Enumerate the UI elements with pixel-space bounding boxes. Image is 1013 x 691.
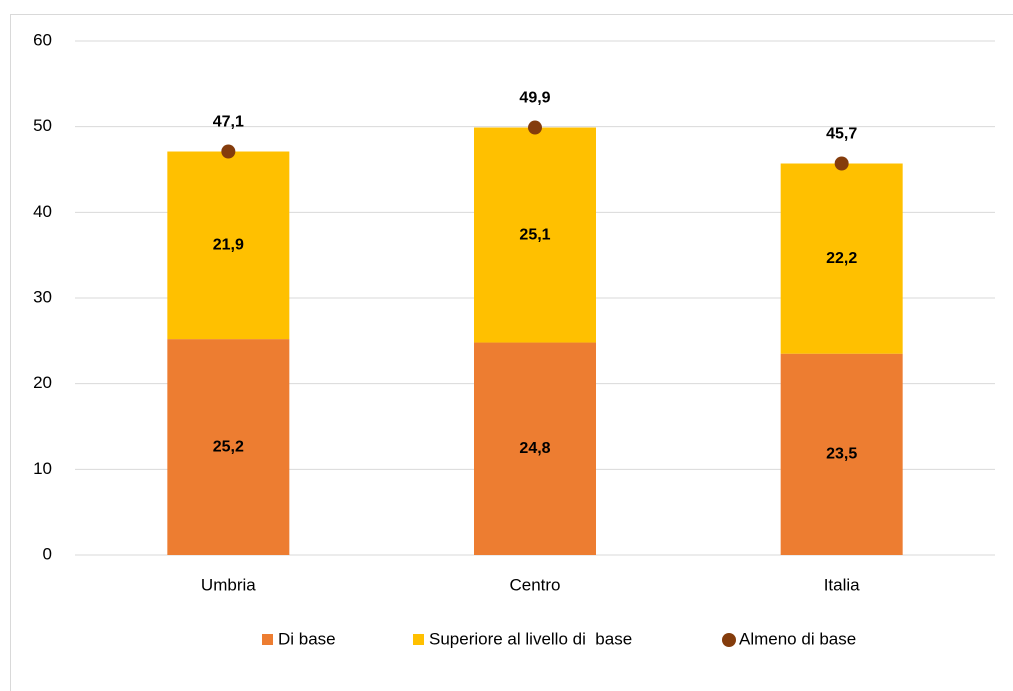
y-tick-label: 60	[33, 30, 52, 49]
y-tick-label: 50	[33, 116, 52, 135]
point	[528, 120, 542, 135]
x-tick-label: Centro	[509, 575, 560, 594]
chart-border	[10, 14, 1013, 691]
data-label: 25,2	[213, 438, 244, 455]
data-label: 49,9	[519, 90, 550, 107]
legend-label: Di base	[278, 629, 336, 648]
data-label: 22,2	[826, 250, 857, 267]
data-label: 45,7	[826, 126, 857, 143]
y-tick-label: 0	[43, 544, 52, 563]
legend-marker	[413, 634, 424, 645]
data-label: 24,8	[519, 440, 550, 457]
bar-segment	[167, 151, 290, 340]
data-label: 21,9	[213, 237, 244, 254]
y-tick-label: 40	[33, 202, 52, 221]
point	[221, 144, 236, 159]
legend-label: Almeno di base	[739, 629, 856, 648]
data-label: 23,5	[826, 446, 857, 463]
bar-segment	[474, 127, 596, 343]
bar-segment	[474, 342, 596, 555]
x-tick-label: Italia	[824, 575, 860, 594]
legend-label: Superiore al livello di base	[429, 629, 632, 648]
legend-marker	[262, 634, 273, 645]
y-tick-label: 30	[33, 287, 52, 306]
legend-marker	[722, 633, 736, 647]
bar-segment	[780, 353, 903, 555]
bar-segment	[167, 339, 290, 555]
y-tick-label: 10	[33, 459, 52, 478]
point	[834, 156, 849, 171]
y-tick-label: 20	[33, 373, 52, 392]
x-tick-label: Umbria	[201, 575, 256, 594]
bar-segment	[780, 163, 903, 354]
data-label: 47,1	[213, 114, 244, 131]
data-label: 25,1	[519, 226, 550, 243]
